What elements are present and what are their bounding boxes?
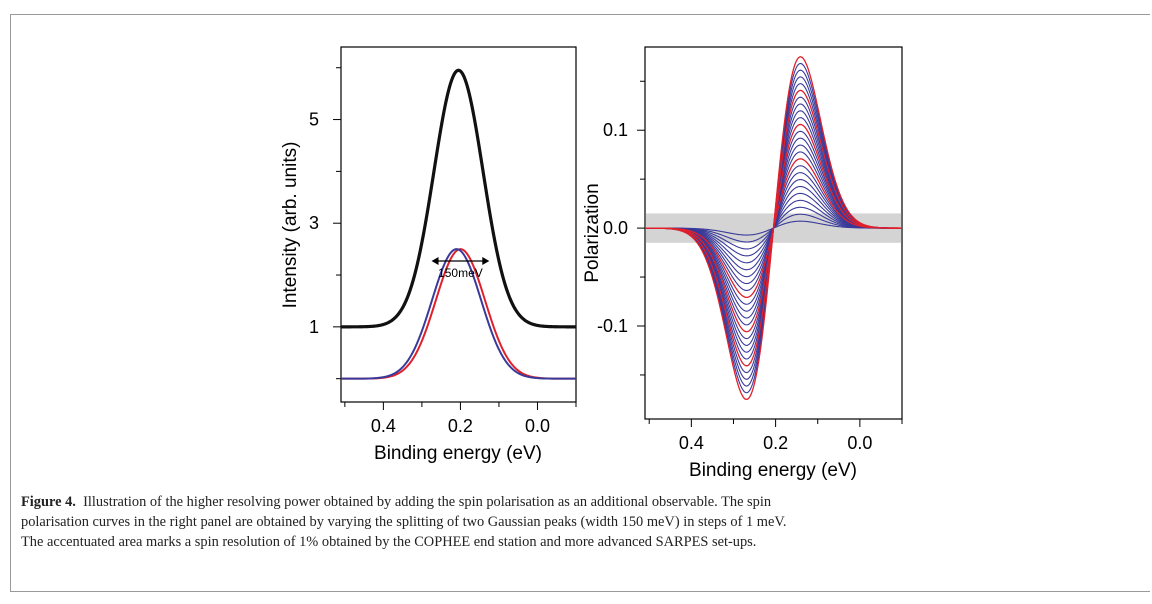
figure-label: Figure 4. (21, 494, 76, 510)
left-x-tick-label: 0.2 (448, 416, 473, 436)
left-y-axis-label: Intensity (arb. units) (280, 142, 301, 309)
left-x-tick-label: 0.0 (525, 416, 550, 436)
right-panel: 0.4 0.2 0.00.10.0-0.1 Binding energy (eV) … (582, 46, 903, 481)
right-y-tick-label: 0.0 (603, 218, 628, 238)
figure-caption: Figure 4. Illustration of the higher res… (21, 492, 1121, 552)
right-y-tick-label: -0.1 (597, 316, 628, 336)
right-y-tick-label: 0.1 (603, 120, 628, 140)
left-annotation-label: 150meV (438, 266, 483, 280)
left-y-tick-label: 5 (309, 110, 319, 130)
left-plot-frame (340, 46, 577, 403)
left-y-tick-label: 3 (309, 213, 319, 233)
right-plot-frame (644, 46, 903, 420)
left-x-tick-label: 0.4 (371, 416, 396, 436)
right-x-tick-label: 0.4 (679, 433, 704, 453)
caption-line-2: polarisation curves in the right panel a… (21, 514, 787, 530)
left-annotation-arrowhead (482, 257, 490, 266)
caption-line-3: The accentuated area marks a spin resolu… (21, 534, 757, 550)
right-x-tick-label: 0.0 (847, 433, 872, 453)
left-y-tick-label: 1 (309, 317, 319, 337)
right-x-tick-label: 0.2 (763, 433, 788, 453)
left-series-blue (341, 248, 576, 380)
left-x-axis-label: Binding energy (eV) (374, 443, 542, 464)
figure-frame (10, 14, 1150, 592)
left-series-black (341, 68, 576, 329)
polarization-curve-highlight (645, 56, 902, 401)
left-annotation-arrowhead (431, 257, 439, 266)
caption-line-1: Illustration of the higher resolving pow… (83, 494, 772, 510)
right-y-axis-label: Polarization (582, 183, 603, 282)
right-x-axis-label: Binding energy (eV) (689, 460, 857, 481)
